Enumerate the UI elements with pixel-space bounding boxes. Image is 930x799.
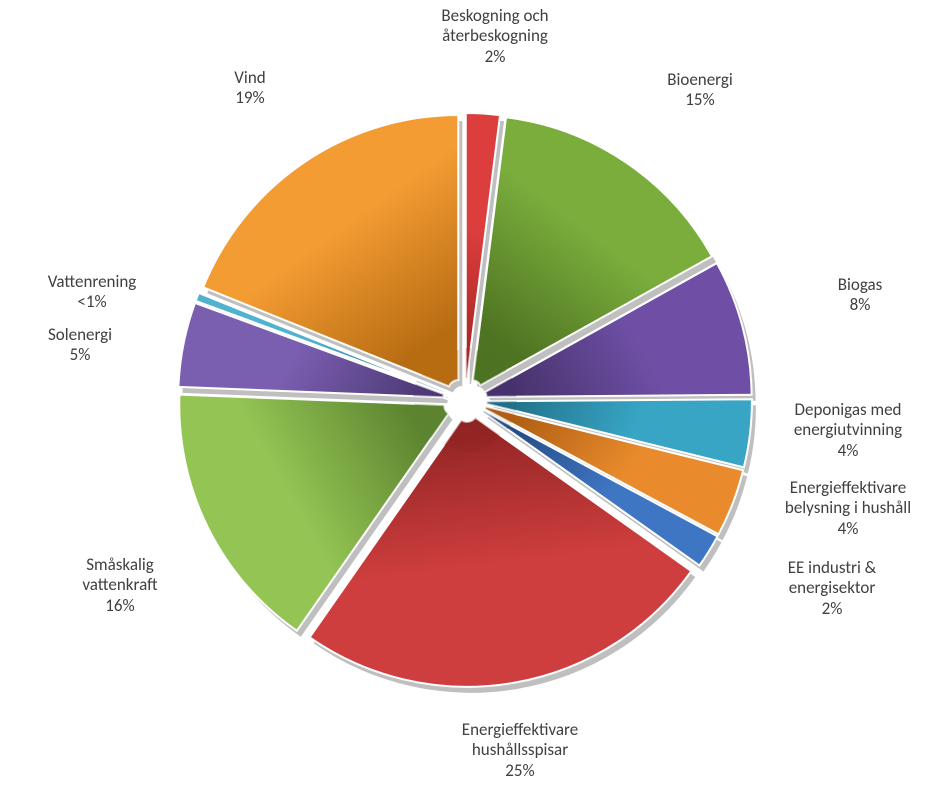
pie-slice-label: Vind 19% (234, 68, 265, 109)
pie-slice-label: Småskalig vattenkraft 16% (82, 555, 157, 616)
pie-slice-label: Energieffektivare hushållsspisar 25% (462, 720, 578, 781)
pie-slice-label: Deponigas med energiutvinning 4% (794, 400, 902, 461)
pie-slice-label: Biogas 8% (838, 275, 883, 316)
pie-slice-label: Bioenergi 15% (667, 70, 733, 111)
pie-slice-label: Solenergi 5% (48, 325, 112, 366)
pie-slice-label: Beskogning och återbeskogning 2% (441, 6, 548, 67)
pie-slice-label: Vattenrening <1% (48, 272, 137, 313)
pie-svg (0, 0, 930, 799)
pie-slice-label: Energieffektivare belysning i hushåll 4% (785, 478, 911, 539)
pie-slice-label: EE industri & energisektor 2% (788, 558, 877, 619)
pie-chart: Beskogning och återbeskogning 2% Bioenerg… (0, 0, 930, 799)
